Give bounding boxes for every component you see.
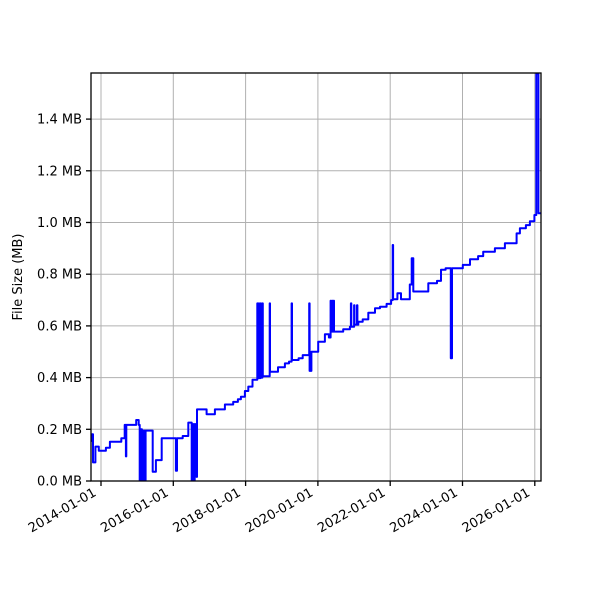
y-tick-label: 1.4 MB bbox=[37, 113, 82, 128]
y-tick-label: 1.2 MB bbox=[37, 164, 82, 179]
x-tick-label: 2022-01-01 bbox=[315, 485, 388, 536]
x-tick-label: 2014-01-01 bbox=[26, 485, 99, 536]
x-tick-label: 2016-01-01 bbox=[98, 485, 171, 536]
y-tick-label: 1.0 MB bbox=[37, 216, 82, 231]
y-tick-label: 0.0 MB bbox=[37, 475, 82, 490]
file-size-line bbox=[91, 73, 541, 481]
y-axis-title: File Size (MB) bbox=[11, 234, 26, 321]
y-tick-label: 0.2 MB bbox=[37, 423, 82, 438]
axis-ticks bbox=[86, 118, 536, 486]
plot-area bbox=[91, 73, 541, 481]
y-axis-labels: 0.0 MB 0.2 MB 0.4 MB 0.6 MB 0.8 MB 1.0 MB 1.2 … bbox=[37, 113, 82, 490]
x-tick-label: 2018-01-01 bbox=[171, 485, 244, 536]
x-tick-label: 2026-01-01 bbox=[460, 485, 533, 536]
grid bbox=[91, 73, 541, 482]
y-tick-label: 0.6 MB bbox=[37, 319, 82, 334]
x-tick-label: 2020-01-01 bbox=[243, 485, 316, 536]
y-tick-label: 0.8 MB bbox=[37, 268, 82, 283]
plot-border bbox=[90, 72, 542, 482]
x-axis-labels: 2014-01-01 2016-01-01 2018-01-01 2020-01-01… bbox=[26, 485, 533, 536]
x-tick-label: 2024-01-01 bbox=[388, 485, 461, 536]
y-tick-label: 0.4 MB bbox=[37, 371, 82, 386]
